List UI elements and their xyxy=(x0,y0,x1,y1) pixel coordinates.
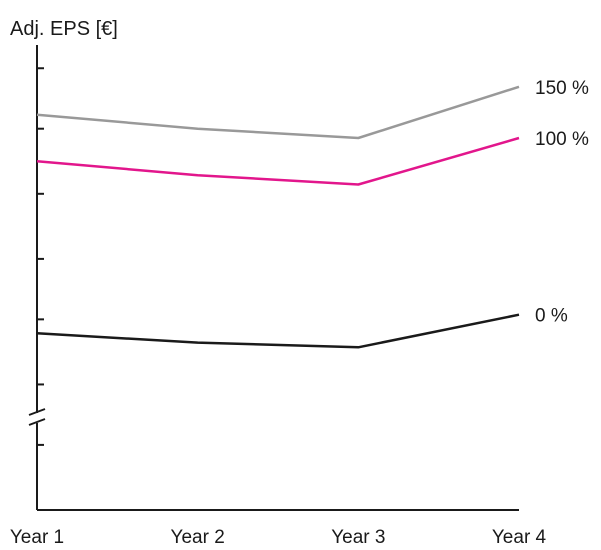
series-label: 0 % xyxy=(535,306,568,327)
series-line xyxy=(36,85,520,140)
series-lines xyxy=(36,85,520,349)
x-tick-label: Year 3 xyxy=(331,527,385,548)
axes xyxy=(28,45,519,511)
x-tick-label: Year 4 xyxy=(492,527,547,548)
x-tick-labels: Year 1 Year 2 Year 3 Year 4 xyxy=(10,527,547,548)
axis-break-mark-1 xyxy=(28,408,46,416)
series-label: 100 % xyxy=(535,129,589,150)
series-labels: 150 % 100 % 0 % xyxy=(535,78,589,327)
x-tick-label: Year 2 xyxy=(171,527,225,548)
y-axis-label: Adj. EPS [€] xyxy=(10,18,118,40)
axis-break-mark-2 xyxy=(28,418,46,426)
series-line xyxy=(36,313,520,349)
series-label: 150 % xyxy=(535,78,589,99)
x-tick-label: Year 1 xyxy=(10,527,64,548)
series-line xyxy=(36,136,520,186)
